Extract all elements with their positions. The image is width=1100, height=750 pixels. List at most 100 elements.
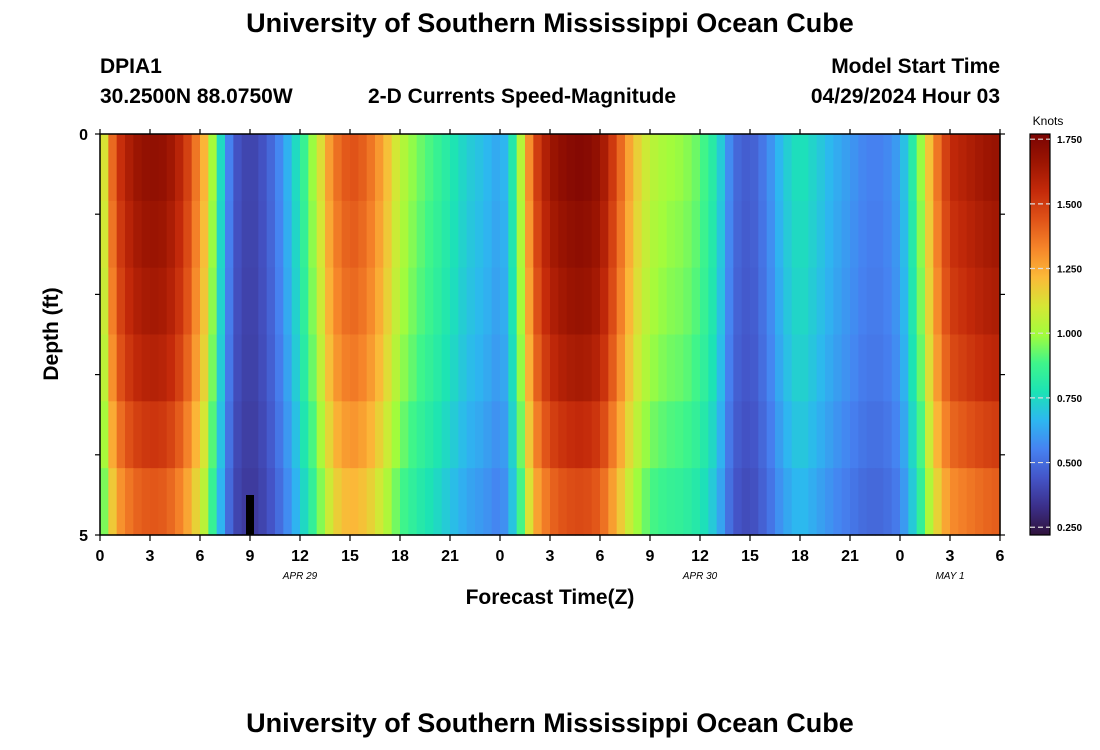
heatmap-cell	[816, 200, 826, 269]
heatmap-cell	[691, 401, 701, 469]
heatmap-cell	[125, 134, 134, 202]
heatmap-cell	[625, 334, 634, 402]
heatmap-cell	[916, 200, 926, 269]
heatmap-cell	[233, 267, 243, 336]
heatmap-cell	[925, 134, 934, 202]
page-title: University of Southern Mississippi Ocean…	[246, 8, 854, 38]
heatmap-cell	[333, 401, 343, 469]
heatmap-cell	[633, 401, 643, 469]
heatmap-cell	[175, 334, 184, 402]
heatmap-cell	[133, 334, 143, 402]
heatmap-cell	[191, 267, 201, 336]
heatmap-cell	[883, 334, 893, 402]
heatmap-cell	[716, 334, 726, 402]
heatmap-cell	[300, 468, 309, 536]
heatmap-cell	[633, 468, 643, 536]
heatmap-cell	[708, 334, 718, 402]
heatmap-cell	[366, 401, 376, 469]
heatmap-cell	[658, 401, 668, 469]
heatmap-cell	[641, 468, 651, 536]
heatmap-cell	[483, 401, 493, 469]
heatmap-cell	[233, 334, 243, 402]
heatmap-cell	[316, 468, 326, 536]
heatmap-cell	[700, 200, 709, 269]
heatmap-cell	[575, 267, 584, 336]
heatmap-cell	[116, 468, 126, 536]
heatmap-cell	[866, 468, 876, 536]
heatmap-cell	[858, 200, 868, 269]
heatmap-cell	[783, 401, 793, 469]
x-tick-label: 3	[146, 548, 155, 565]
heatmap-cell	[825, 267, 834, 336]
heatmap-cell	[500, 267, 509, 336]
heatmap-cell	[325, 200, 334, 269]
heatmap-cell	[275, 334, 284, 402]
heatmap-cell	[550, 134, 559, 202]
heatmap-cell	[941, 468, 951, 536]
heatmap-cell	[816, 267, 826, 336]
x-tick-label: 15	[741, 548, 759, 565]
heatmap-cell	[150, 468, 159, 536]
heatmap-cell	[816, 334, 826, 402]
heatmap-cell	[633, 334, 643, 402]
heatmap-cell	[725, 468, 734, 536]
heatmap-cell	[191, 134, 201, 202]
heatmap-cell	[883, 401, 893, 469]
heatmap-cell	[941, 134, 951, 202]
heatmap-cell	[216, 401, 226, 469]
heatmap-cell	[483, 267, 493, 336]
heatmap-cell	[816, 401, 826, 469]
heatmap-cell	[283, 468, 293, 536]
heatmap-cell	[100, 200, 109, 269]
heatmap-cell	[316, 334, 326, 402]
heatmap-cell	[833, 468, 843, 536]
heatmap-cell	[266, 134, 276, 202]
heatmap-cell	[800, 200, 809, 269]
heatmap-cell	[533, 401, 543, 469]
heatmap-cell	[633, 200, 643, 269]
heatmap-cell	[891, 401, 901, 469]
heatmap-cell	[916, 334, 926, 402]
heatmap-cell	[525, 468, 534, 536]
heatmap-cell	[108, 267, 118, 336]
heatmap-cell	[491, 334, 501, 402]
heatmap-cell	[308, 267, 318, 336]
heatmap-cell	[991, 200, 1001, 269]
heatmap-cell	[991, 134, 1001, 202]
heatmap-cell	[241, 334, 251, 402]
heatmap-cell	[500, 401, 509, 469]
heatmap-cell	[183, 334, 193, 402]
heatmap-cell	[166, 200, 176, 269]
heatmap-cell	[275, 200, 284, 269]
heatmap-cell	[850, 134, 859, 202]
heatmap-cell	[716, 200, 726, 269]
heatmap-cell	[225, 267, 234, 336]
heatmap-cell	[891, 267, 901, 336]
heatmap-cell	[233, 134, 243, 202]
heatmap-cell	[958, 134, 968, 202]
heatmap-cell	[341, 468, 351, 536]
heatmap-cell	[641, 200, 651, 269]
heatmap-cell	[558, 334, 568, 402]
heatmap-cell	[808, 401, 818, 469]
heatmap-cell	[441, 468, 451, 536]
heatmap-cell	[716, 267, 726, 336]
heatmap-cell	[575, 200, 584, 269]
x-tick-label: 15	[341, 548, 359, 565]
heatmap-cell	[566, 468, 576, 536]
heatmap-cell	[741, 468, 751, 536]
heatmap-cell	[758, 267, 768, 336]
heatmap-cell	[275, 468, 284, 536]
heatmap-cell	[333, 334, 343, 402]
heatmap-cell	[766, 468, 776, 536]
heatmap-cell	[858, 334, 868, 402]
heatmap-cell	[291, 468, 301, 536]
heatmap-cell	[433, 267, 443, 336]
heatmap-cell	[175, 267, 184, 336]
heatmap-cell	[100, 267, 109, 336]
colorbar-tick-label: 1.000	[1057, 329, 1082, 340]
heatmap-cell	[441, 134, 451, 202]
heatmap-cell	[641, 401, 651, 469]
heatmap-cell	[683, 200, 693, 269]
heatmap-cell	[716, 401, 726, 469]
